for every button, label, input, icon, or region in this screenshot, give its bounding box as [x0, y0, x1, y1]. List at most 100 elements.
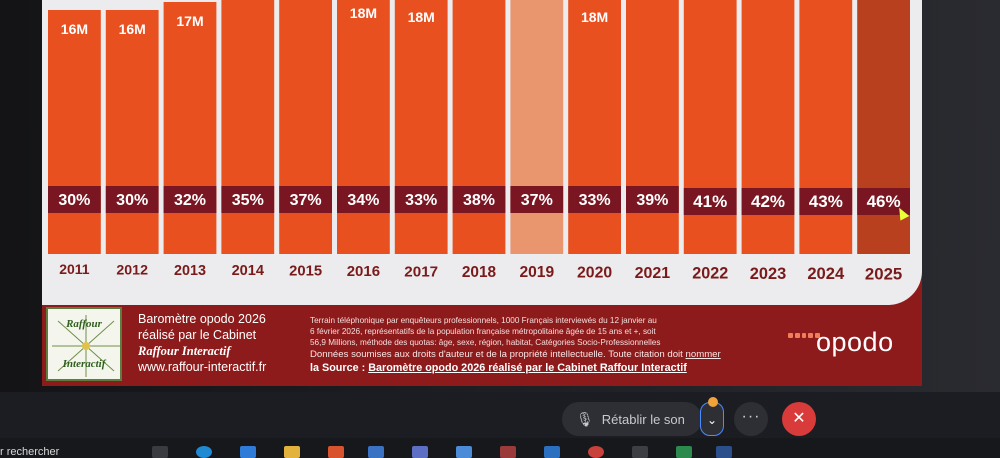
task-view-icon[interactable]: [152, 446, 168, 458]
value-label-2025: 46%: [867, 192, 901, 211]
app-icon-3[interactable]: [368, 446, 384, 458]
year-label-2025: 2025: [865, 265, 902, 284]
raffour-logo: Raffour Interactif: [46, 307, 122, 381]
source-line: la Source : Baromètre opodo 2026 réalisé…: [310, 361, 780, 375]
bar-2018: [452, 0, 506, 254]
top-label-2016: 18M: [350, 5, 377, 21]
year-label-2023: 2023: [750, 265, 786, 283]
value-band-2019: [510, 186, 564, 213]
top-label-2012: 16M: [119, 21, 146, 37]
bar-2021: [626, 0, 679, 254]
bar-2023: [741, 0, 795, 254]
value-band-2015: [279, 186, 332, 213]
logo-text-bottom: Interactif: [62, 358, 106, 370]
logo-text-top: Raffour: [66, 318, 102, 330]
value-label-2014: 35%: [232, 192, 264, 209]
year-label-2024: 2024: [807, 264, 845, 283]
value-band-2012: [105, 186, 159, 213]
top-label-2017: 18M: [408, 9, 435, 25]
value-band-2013: [163, 186, 217, 213]
source-value: Baromètre opodo 2026 réalisé par le Cabi…: [368, 362, 687, 374]
method-line-3: 56,9 Millions, méthode des quotas: âge, …: [310, 338, 661, 347]
app-icon-2[interactable]: [328, 446, 344, 458]
app-icon[interactable]: [240, 446, 256, 458]
top-label-2013: 17M: [176, 13, 203, 29]
file-explorer-icon[interactable]: [284, 446, 300, 458]
warning-icon: [708, 397, 718, 407]
year-label-2014: 2014: [232, 263, 265, 279]
bar-2015: [279, 0, 332, 254]
value-band-2025: [857, 188, 910, 215]
chrome-icon[interactable]: [588, 446, 604, 458]
value-band-2023: [741, 188, 795, 215]
value-label-2020: 33%: [579, 192, 611, 209]
year-label-2019: 2019: [519, 264, 554, 281]
bar-2012: [105, 10, 159, 254]
value-label-2012: 30%: [116, 192, 148, 209]
chart-svg: 30% 16M 2011 30% 16M 2012 32% 17M 2013 35% 2014 37%…: [48, 0, 910, 284]
value-label-2021: 39%: [636, 192, 668, 209]
value-band-2011: [48, 186, 101, 213]
credit-website: www.raffour-interactif.fr: [138, 360, 267, 374]
value-label-2022: 41%: [693, 192, 727, 211]
rights-text-c: nommer: [685, 349, 721, 360]
app-icon-10[interactable]: [716, 446, 732, 458]
value-label-2013: 32%: [174, 192, 206, 209]
chevron-down-icon: ⌄: [706, 413, 718, 427]
value-band-2021: [626, 186, 679, 213]
taskbar: r rechercher: [0, 438, 1000, 458]
year-label-2017: 2017: [404, 263, 438, 280]
app-icon-4[interactable]: [412, 446, 428, 458]
year-label-2021: 2021: [635, 265, 671, 282]
app-icon-9[interactable]: [676, 446, 692, 458]
value-band-2024: [799, 188, 853, 215]
bar-2019: [510, 0, 564, 254]
value-band-2022: [683, 188, 737, 215]
value-label-2011: 30%: [58, 192, 90, 209]
methodology-text: Terrain téléphonique par enquêteurs prof…: [310, 315, 780, 375]
year-label-2020: 2020: [577, 265, 612, 282]
year-label-2011: 2011: [59, 261, 90, 277]
bar-2013: [163, 2, 217, 254]
brand-wordmark: opodo: [816, 327, 894, 357]
app-icon-8[interactable]: [632, 446, 648, 458]
unmute-button[interactable]: 🎙 Rétablir le son: [562, 402, 702, 436]
bar-2017: [394, 0, 448, 254]
call-toolbar: 🎙 Rétablir le son ⌄ ··· ✕: [562, 397, 822, 440]
bar-2022: [683, 0, 737, 254]
year-label-2012: 2012: [116, 262, 148, 278]
hang-up-button[interactable]: ✕: [782, 402, 816, 436]
value-label-2019: 37%: [521, 192, 553, 209]
top-label-2011: 16M: [61, 21, 88, 37]
rights-text-b: Toute citation doit: [608, 349, 683, 360]
value-band-2014: [221, 186, 275, 213]
more-options-button[interactable]: ···: [734, 402, 768, 436]
value-label-2023: 42%: [751, 192, 785, 211]
year-label-2018: 2018: [462, 264, 497, 281]
app-icon-5[interactable]: [456, 446, 472, 458]
audio-options-button[interactable]: ⌄: [700, 402, 724, 436]
rights-line: Données soumises aux droits d'auteur et …: [310, 348, 780, 361]
method-line-2: 6 février 2026, représentatifs de la pop…: [310, 327, 656, 336]
value-band-2020: [568, 186, 621, 213]
value-band-2018: [452, 186, 506, 213]
taskbar-search[interactable]: r rechercher: [0, 446, 60, 458]
value-band-2016: [337, 186, 390, 213]
bar-2016: [337, 0, 390, 254]
value-label-2017: 33%: [405, 192, 437, 209]
app-icon-6[interactable]: [500, 446, 516, 458]
source-label: la Source :: [310, 362, 366, 374]
edge-icon[interactable]: [196, 446, 212, 458]
bar-2014: [221, 0, 275, 254]
app-icon-7[interactable]: [544, 446, 560, 458]
unmute-label: Rétablir le son: [601, 411, 685, 427]
bar-2011: [48, 10, 101, 254]
credit-firm: Raffour Interactif: [138, 344, 231, 358]
mic-off-icon: 🎙: [576, 410, 594, 427]
year-label-2013: 2013: [174, 263, 206, 279]
value-label-2024: 43%: [809, 192, 843, 211]
year-label-2022: 2022: [692, 264, 728, 282]
bar-2024: [799, 0, 853, 254]
rights-text-a: Données soumises aux droits d'auteur et …: [310, 349, 606, 360]
slide-footer: Raffour Interactif Baromètre opodo 2026 …: [42, 305, 922, 386]
